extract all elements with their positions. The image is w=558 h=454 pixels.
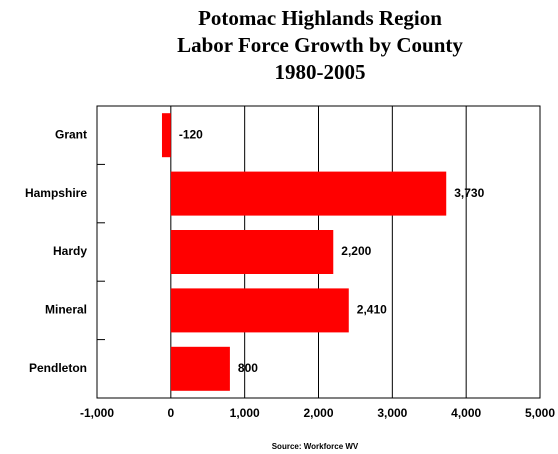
bar <box>161 113 171 158</box>
x-tick-label: -1,000 <box>80 406 114 420</box>
value-label: 3,730 <box>454 186 484 200</box>
x-tick-label: 0 <box>167 406 174 420</box>
chart-title: Potomac Highlands Region <box>198 6 442 30</box>
x-tick-label: 1,000 <box>230 406 260 420</box>
y-tick-label: Hardy <box>53 244 87 258</box>
value-label: 2,410 <box>357 303 387 317</box>
bar <box>170 346 230 391</box>
bar <box>170 171 447 216</box>
value-label: -120 <box>179 127 203 141</box>
chart-title: 1980-2005 <box>275 60 366 84</box>
x-tick-label: 4,000 <box>451 406 481 420</box>
value-label: 800 <box>238 361 258 375</box>
x-tick-label: 2,000 <box>303 406 333 420</box>
source-note: Source: Workforce WV <box>272 442 359 451</box>
x-tick-label: 3,000 <box>377 406 407 420</box>
bar <box>170 288 349 333</box>
value-label: 2,200 <box>341 244 371 258</box>
y-tick-label: Grant <box>55 127 87 141</box>
chart-title: Labor Force Growth by County <box>177 33 463 57</box>
bar <box>170 230 334 274</box>
y-tick-label: Hampshire <box>25 186 87 200</box>
y-tick-label: Pendleton <box>29 361 87 375</box>
x-tick-label: 5,000 <box>525 406 555 420</box>
y-tick-label: Mineral <box>45 303 87 317</box>
